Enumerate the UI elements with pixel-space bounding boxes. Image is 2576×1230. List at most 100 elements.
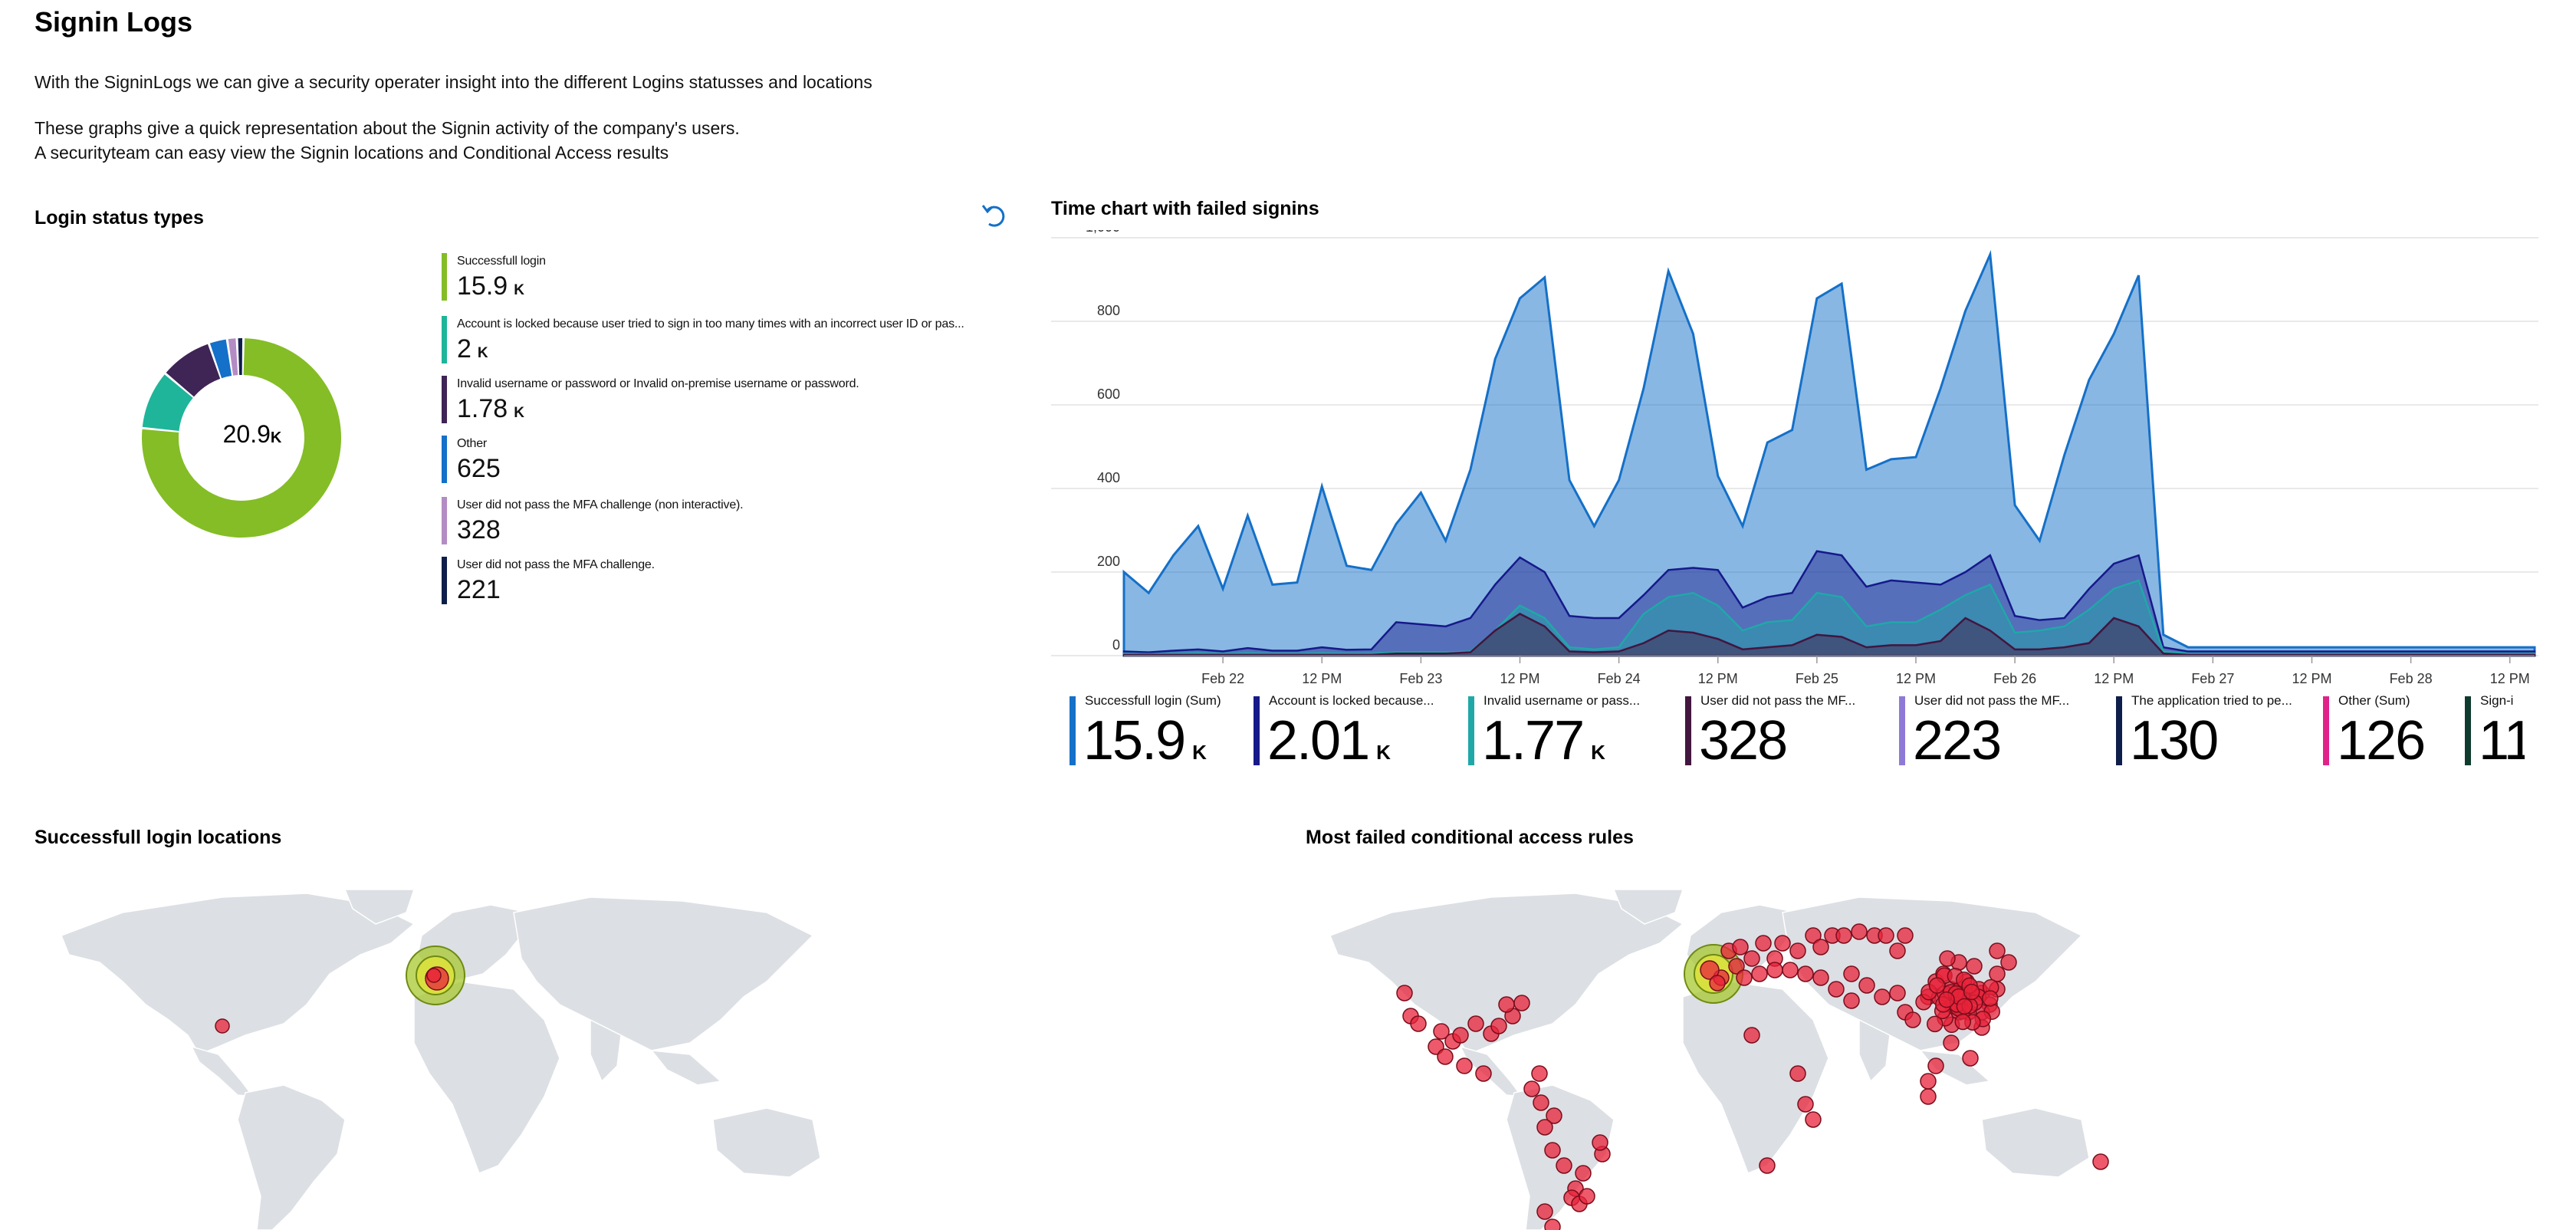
map-dot[interactable] — [1531, 1065, 1548, 1082]
legend-value: 1.78 K — [457, 394, 524, 423]
map-dot[interactable] — [1396, 985, 1413, 1001]
map-dot[interactable] — [1805, 927, 1822, 944]
donut-slice[interactable] — [228, 338, 238, 376]
map-dot[interactable] — [2092, 1153, 2109, 1170]
x-tick-label: 12 PM — [2490, 671, 2530, 686]
map-dot[interactable] — [1751, 965, 1768, 982]
tile-value: 2.01 K — [1267, 710, 1391, 770]
map-dot[interactable] — [1533, 1094, 1549, 1111]
tile-label: Successfull login (Sum) — [1085, 693, 1221, 708]
map-dot[interactable] — [1897, 927, 1914, 944]
map-dot[interactable] — [1797, 965, 1814, 982]
map-dot[interactable] — [1437, 1048, 1454, 1065]
map-dot[interactable] — [1498, 996, 1515, 1013]
area-series[interactable] — [1122, 249, 2536, 657]
map-dot[interactable] — [1939, 950, 1956, 967]
map-dot[interactable] — [1759, 1157, 1776, 1174]
tile-value: 15.9 K — [1083, 710, 1207, 770]
map-dot[interactable] — [1928, 977, 1946, 994]
area-series[interactable] — [1122, 613, 2536, 657]
map-dot[interactable] — [1523, 1080, 1540, 1097]
map-dot[interactable] — [1467, 1015, 1484, 1032]
map-dot[interactable] — [1544, 1142, 1561, 1159]
map-dot[interactable] — [1544, 1218, 1561, 1230]
map-dot[interactable] — [1755, 935, 1772, 952]
successfull-login-map[interactable] — [54, 890, 851, 1230]
map-dot[interactable] — [215, 1018, 230, 1034]
map-dot[interactable] — [1963, 983, 1980, 1001]
map-dot[interactable] — [1938, 991, 1955, 1008]
donut-slice[interactable] — [209, 339, 232, 379]
donut-slice[interactable] — [142, 374, 193, 431]
map-dot[interactable] — [1789, 1065, 1806, 1082]
map-dot[interactable] — [2000, 954, 2017, 971]
map-dot[interactable] — [1956, 998, 1973, 1015]
map-dot[interactable] — [1490, 1018, 1507, 1034]
donut-slice[interactable] — [238, 338, 243, 376]
map-dot[interactable] — [1797, 1096, 1814, 1113]
map-dot[interactable] — [1874, 988, 1891, 1005]
map-dot[interactable] — [1878, 927, 1894, 944]
map-dot[interactable] — [1709, 975, 1726, 992]
map-dot[interactable] — [1943, 1034, 1960, 1051]
map-dot[interactable] — [1743, 1027, 1760, 1044]
x-tick-label: Feb 25 — [1796, 671, 1838, 686]
map-dot[interactable] — [1732, 939, 1749, 955]
map-dot[interactable] — [1452, 1027, 1469, 1044]
map-dot[interactable] — [1556, 1157, 1572, 1174]
map-dot[interactable] — [1456, 1057, 1473, 1074]
undo-icon[interactable] — [978, 201, 1009, 232]
map-dot[interactable] — [1920, 1073, 1937, 1090]
map-dot[interactable] — [1736, 969, 1753, 986]
map-dot[interactable] — [1954, 1013, 1972, 1031]
map-dot[interactable] — [1592, 1134, 1608, 1151]
map-dot[interactable] — [1927, 1015, 1944, 1033]
map-dot[interactable] — [1889, 985, 1906, 1001]
map-dot[interactable] — [1982, 990, 1999, 1007]
area-series[interactable] — [1122, 579, 2536, 657]
map-dot[interactable] — [1962, 1050, 1979, 1067]
failed-conditional-access-map[interactable] — [1322, 890, 2120, 1230]
map-dot[interactable] — [1828, 981, 1845, 998]
map-dot[interactable] — [1700, 960, 1720, 980]
map-dot[interactable] — [1766, 962, 1783, 978]
map-dot[interactable] — [1835, 927, 1852, 944]
map-dot[interactable] — [1513, 995, 1530, 1011]
map-dot[interactable] — [1812, 969, 1829, 986]
y-tick-label: 800 — [1097, 303, 1120, 318]
map-dot[interactable] — [1858, 977, 1875, 994]
map-dot[interactable] — [1579, 1188, 1595, 1205]
tile-color-bar — [2465, 696, 2471, 765]
map-dot[interactable] — [1812, 939, 1829, 955]
map-dot[interactable] — [1989, 942, 2006, 959]
map-dot[interactable] — [1475, 1065, 1492, 1082]
map-dot[interactable] — [1536, 1119, 1553, 1136]
map-dot[interactable] — [426, 968, 442, 983]
map-dot[interactable] — [1410, 1015, 1427, 1032]
map-dot[interactable] — [1904, 1011, 1921, 1028]
legend-color-bar — [442, 376, 447, 423]
map-dot[interactable] — [1805, 1111, 1822, 1128]
map-dot[interactable] — [1546, 1107, 1562, 1124]
area-series[interactable] — [1122, 550, 2536, 657]
map-dot[interactable] — [1728, 958, 1745, 975]
donut-slice[interactable] — [166, 344, 221, 397]
map-dot[interactable] — [1789, 942, 1806, 959]
map-dot[interactable] — [1774, 935, 1791, 952]
map-dot[interactable] — [1575, 1165, 1592, 1182]
x-tick-label: Feb 28 — [2390, 671, 2433, 686]
map-dot[interactable] — [1536, 1203, 1553, 1220]
map-dot[interactable] — [1843, 965, 1860, 982]
map-dot[interactable] — [1966, 958, 1983, 975]
map-dot[interactable] — [1843, 992, 1860, 1009]
map-dot[interactable] — [1851, 923, 1868, 940]
x-tick-label: 12 PM — [1500, 671, 1539, 686]
map-dot[interactable] — [1433, 1023, 1450, 1040]
map-dot[interactable] — [1743, 950, 1760, 967]
legend-label: User did not pass the MFA challenge. — [457, 558, 655, 571]
map-dot[interactable] — [1927, 1057, 1944, 1074]
map-dot[interactable] — [1889, 942, 1906, 959]
donut-slice[interactable] — [142, 338, 342, 538]
map-dot[interactable] — [1782, 962, 1799, 978]
map-dot[interactable] — [1920, 1088, 1937, 1105]
